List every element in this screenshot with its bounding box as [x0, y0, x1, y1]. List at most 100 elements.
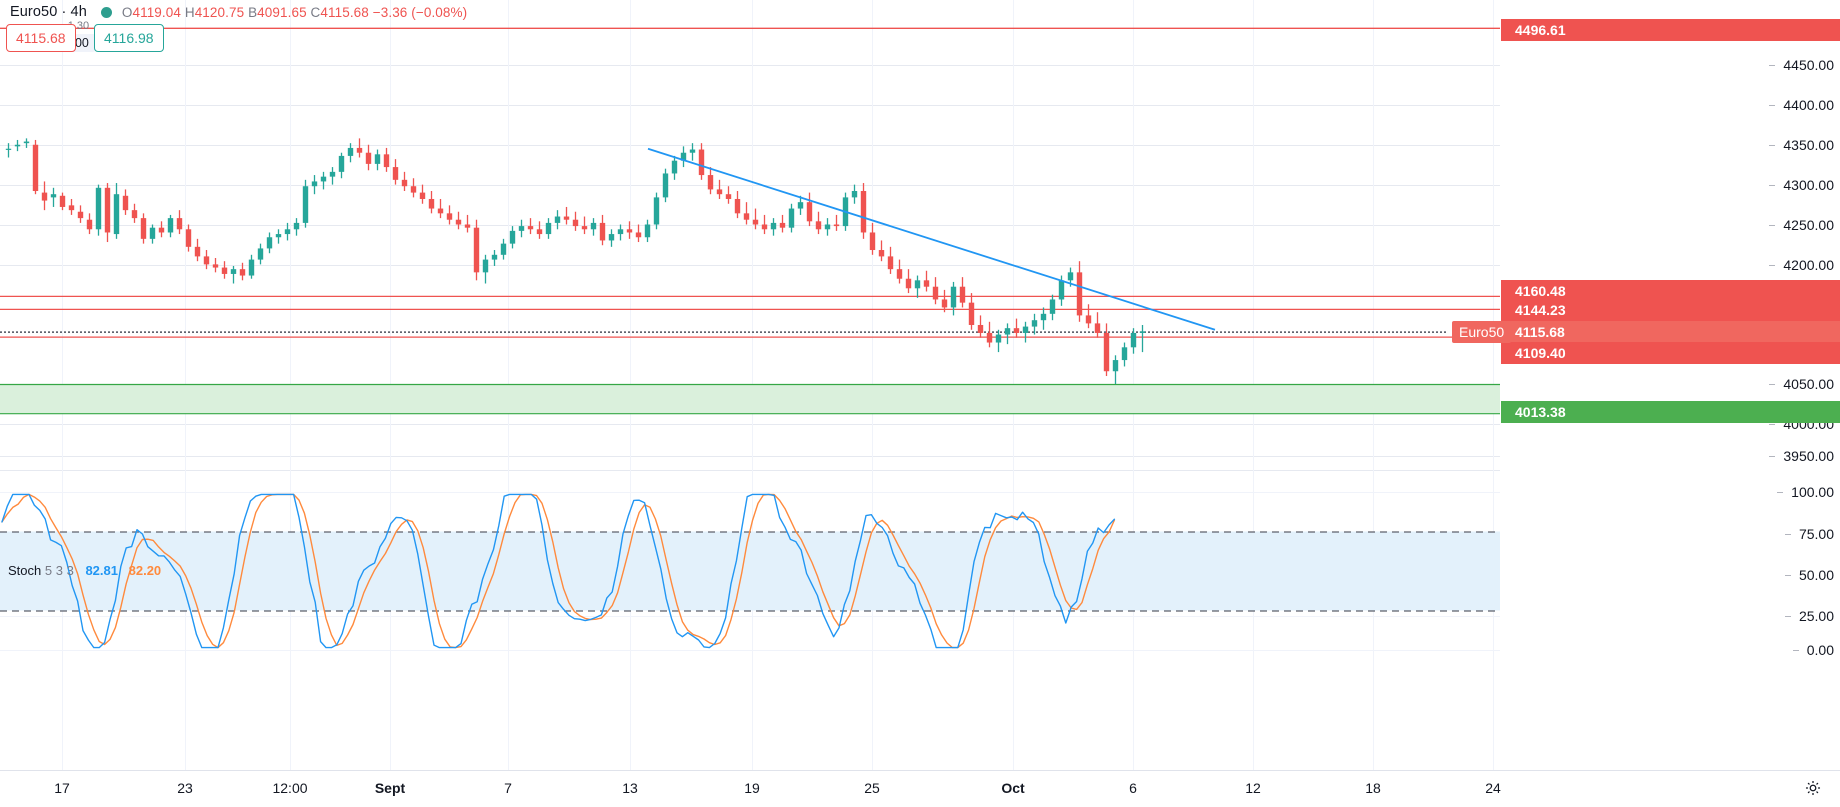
change-value: −3.36 (−0.08%): [372, 4, 468, 20]
price-axis-badge[interactable]: 4144.23: [1501, 299, 1840, 321]
candle-body: [338, 155, 345, 172]
candle-body: [1004, 328, 1011, 335]
candle-body: [770, 222, 777, 230]
candle-body: [311, 181, 318, 187]
stoch-param-2: 3: [55, 563, 63, 578]
trendline[interactable]: [647, 147, 1216, 331]
price-axis-tick: 4300.00: [1769, 177, 1834, 193]
candle-body: [185, 229, 192, 247]
stoch-axis-tick: 100.00: [1777, 484, 1834, 500]
time-axis-label: 17: [54, 780, 70, 796]
last-price-pill[interactable]: Euro50: [1452, 321, 1512, 343]
candle-body: [1121, 347, 1128, 361]
chart-plot-area[interactable]: [0, 0, 1500, 770]
time-axis-label: 12: [1245, 780, 1261, 796]
candle-body: [14, 144, 21, 147]
tick-mark: [1769, 384, 1776, 385]
candle-body: [122, 195, 129, 211]
tick-mark: [1769, 265, 1776, 266]
price-axis-badge[interactable]: 4013.38: [1501, 401, 1840, 423]
candle-body: [365, 152, 372, 164]
price-tag-teal[interactable]: 4116.98: [94, 24, 164, 52]
candle-body: [410, 186, 417, 193]
chart-legend: Euro50 · 4h O4119.04 H4120.75 B4091.65 C…: [10, 2, 467, 22]
candle-body: [302, 186, 309, 223]
candle-body: [824, 224, 831, 230]
close-label: C: [310, 4, 321, 20]
time-axis-label: 18: [1365, 780, 1381, 796]
candle-body: [329, 171, 336, 177]
candle-body: [1067, 272, 1074, 281]
tick-mark: [1769, 424, 1776, 425]
price-axis-tick: 4450.00: [1769, 57, 1834, 73]
tick-mark: [1784, 534, 1791, 535]
stoch-band: [0, 531, 1500, 611]
stoch-legend[interactable]: Stoch 5 3 3 82.81 82.20: [8, 563, 161, 578]
tick-mark: [1784, 616, 1791, 617]
candle-body: [275, 234, 282, 238]
candle-body: [572, 219, 579, 227]
price-axis-badge[interactable]: 4109.40: [1501, 342, 1840, 364]
candle-body: [914, 280, 921, 289]
candle-body: [932, 286, 939, 300]
candle-body: [626, 229, 633, 233]
stoch-k-line: [1, 493, 1116, 649]
candle-body: [644, 224, 651, 238]
price-axis[interactable]: 4450.00 4400.00 4350.00 4300.00 4250.00 4200.…: [1500, 0, 1840, 770]
candle-body: [257, 248, 264, 260]
candle-body: [464, 224, 471, 228]
candle-body: [635, 232, 642, 238]
candle-body: [77, 211, 84, 219]
price-axis-badge[interactable]: 4496.61: [1501, 19, 1840, 41]
candle-body: [806, 202, 813, 222]
candle-body: [1112, 360, 1119, 372]
stoch-k-value: 82.81: [85, 563, 118, 578]
candle-body: [1058, 280, 1065, 300]
candle-body: [977, 324, 984, 333]
candle-body: [599, 222, 606, 241]
price-tag-red[interactable]: 4115.68: [6, 24, 76, 52]
candle-body: [671, 160, 678, 174]
gear-icon[interactable]: [1804, 779, 1822, 797]
candle-body: [869, 232, 876, 251]
close-value: 4115.68: [320, 4, 369, 20]
candle-body: [383, 154, 390, 168]
time-axis-label: 6: [1129, 780, 1137, 796]
candle-body: [1031, 320, 1038, 327]
candle-body: [581, 226, 588, 230]
chart-canvas[interactable]: [0, 0, 1500, 770]
time-axis-label: 24: [1485, 780, 1501, 796]
candlestick-series: [5, 138, 1146, 384]
candle-body: [347, 147, 354, 156]
ohlc-values: O4119.04 H4120.75 B4091.65 C4115.68 −3.3…: [122, 5, 467, 20]
candle-body: [743, 213, 750, 220]
candle-body: [455, 219, 462, 225]
candle-body: [32, 144, 39, 192]
stoch-axis-tick: 25.00: [1784, 608, 1834, 624]
tick-mark: [1769, 185, 1776, 186]
time-axis[interactable]: 17 23 12:00 Sept 7 13 19 25 Oct 6 12 18 24: [0, 770, 1840, 807]
time-axis-label: 7: [504, 780, 512, 796]
candle-body: [23, 141, 30, 144]
candle-body: [1049, 299, 1056, 314]
symbol-title[interactable]: Euro50 · 4h: [10, 4, 87, 20]
candle-body: [725, 194, 732, 199]
candle-body: [680, 152, 687, 161]
candle-body: [1013, 328, 1020, 333]
candle-body: [1130, 332, 1137, 348]
candle-body: [653, 197, 660, 225]
price-axis-badge[interactable]: 4160.48: [1501, 280, 1840, 302]
candle-body: [1103, 332, 1110, 372]
candle-body: [815, 221, 822, 230]
candle-body: [752, 219, 759, 225]
tick-mark: [1769, 65, 1776, 66]
candle-body: [95, 187, 102, 230]
candle-body: [158, 227, 165, 233]
time-axis-label: Sept: [374, 780, 406, 796]
candle-body: [860, 191, 867, 233]
candle-body: [959, 286, 966, 303]
candle-body: [284, 229, 291, 235]
candle-body: [563, 216, 570, 220]
price-axis-badge[interactable]: 4115.68: [1501, 321, 1840, 343]
candle-body: [194, 246, 201, 257]
